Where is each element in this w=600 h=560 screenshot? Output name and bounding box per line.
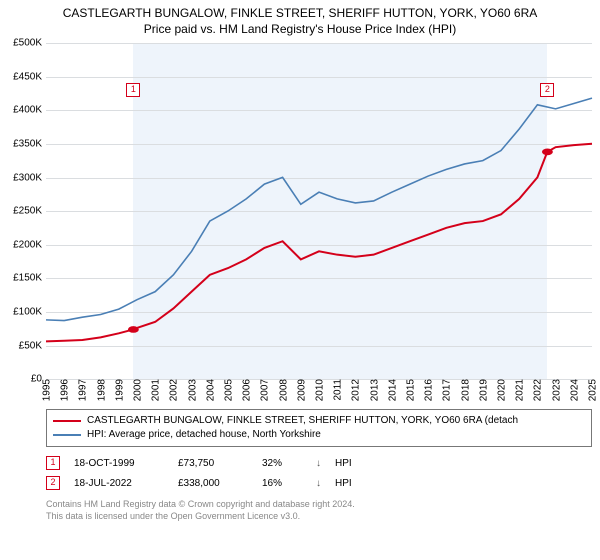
y-axis-tick-label: £100K <box>13 306 46 317</box>
x-axis-tick-label: 1995 <box>40 379 53 401</box>
event-marker-2: 2 <box>46 476 60 490</box>
x-axis-tick-label: 2021 <box>513 379 526 401</box>
events-table: 1 18-OCT-1999 £73,750 32% ↓ HPI 2 18-JUL… <box>46 453 592 493</box>
x-axis-tick-label: 2019 <box>476 379 489 401</box>
event-date-1: 18-OCT-1999 <box>74 458 164 469</box>
event-marker-1: 1 <box>46 456 60 470</box>
event-vs-2: HPI <box>335 478 352 489</box>
y-axis-tick-label: £300K <box>13 172 46 183</box>
x-axis-tick-label: 2018 <box>458 379 471 401</box>
x-axis-tick-label: 2010 <box>313 379 326 401</box>
y-axis-tick-label: £350K <box>13 138 46 149</box>
y-axis-tick-label: £500K <box>13 38 46 49</box>
x-axis-tick-label: 2017 <box>440 379 453 401</box>
event-pct-1: 32% <box>262 458 302 469</box>
legend-row-hpi: HPI: Average price, detached house, Nort… <box>53 428 585 442</box>
arrow-down-icon: ↓ <box>316 478 321 489</box>
event-row-1: 1 18-OCT-1999 £73,750 32% ↓ HPI <box>46 453 592 473</box>
x-axis-tick-label: 2014 <box>385 379 398 401</box>
x-axis-tick-label: 1996 <box>58 379 71 401</box>
legend-swatch-property <box>53 420 81 422</box>
event-vs-1: HPI <box>335 458 352 469</box>
title-line-2: Price paid vs. HM Land Registry's House … <box>8 22 592 38</box>
x-axis-tick-label: 2002 <box>167 379 180 401</box>
chart-plot: £0£50K£100K£150K£200K£250K£300K£350K£400… <box>46 43 592 379</box>
legend-row-property: CASTLEGARTH BUNGALOW, FINKLE STREET, SHE… <box>53 414 585 428</box>
chart-title-block: CASTLEGARTH BUNGALOW, FINKLE STREET, SHE… <box>0 0 600 39</box>
x-axis-tick-label: 1997 <box>76 379 89 401</box>
x-axis-tick-label: 2007 <box>258 379 271 401</box>
title-line-1: CASTLEGARTH BUNGALOW, FINKLE STREET, SHE… <box>8 6 592 22</box>
x-axis-tick-label: 2006 <box>240 379 253 401</box>
event-marker-on-chart: 2 <box>540 83 554 97</box>
x-axis-tick-label: 2005 <box>222 379 235 401</box>
footer-line-2: This data is licensed under the Open Gov… <box>46 511 592 523</box>
event-marker-on-chart: 1 <box>126 83 140 97</box>
event-price-1: £73,750 <box>178 458 248 469</box>
x-axis-tick-label: 2004 <box>203 379 216 401</box>
x-axis-tick-label: 2024 <box>567 379 580 401</box>
footer-attribution: Contains HM Land Registry data © Crown c… <box>46 499 592 522</box>
x-axis-tick-label: 2001 <box>149 379 162 401</box>
x-axis-tick-label: 2020 <box>495 379 508 401</box>
x-axis-tick-label: 2022 <box>531 379 544 401</box>
x-axis-tick-label: 2012 <box>349 379 362 401</box>
legend-label-property: CASTLEGARTH BUNGALOW, FINKLE STREET, SHE… <box>87 414 518 428</box>
y-axis-tick-label: £400K <box>13 105 46 116</box>
x-axis-tick-label: 2000 <box>131 379 144 401</box>
y-axis-tick-label: £200K <box>13 239 46 250</box>
chart-legend: CASTLEGARTH BUNGALOW, FINKLE STREET, SHE… <box>46 409 592 447</box>
y-axis-tick-label: £250K <box>13 206 46 217</box>
x-axis-tick-label: 2003 <box>185 379 198 401</box>
event-price-2: £338,000 <box>178 478 248 489</box>
x-axis-tick-label: 2025 <box>586 379 599 401</box>
legend-label-hpi: HPI: Average price, detached house, Nort… <box>87 428 321 442</box>
x-axis-tick-label: 2015 <box>404 379 417 401</box>
y-axis-tick-label: £50K <box>19 340 46 351</box>
x-axis-tick-label: 1998 <box>94 379 107 401</box>
legend-swatch-hpi <box>53 434 81 436</box>
x-axis-tick-label: 2008 <box>276 379 289 401</box>
event-pct-2: 16% <box>262 478 302 489</box>
arrow-down-icon: ↓ <box>316 458 321 469</box>
y-axis-tick-label: £450K <box>13 71 46 82</box>
x-axis-tick-label: 2023 <box>549 379 562 401</box>
event-row-2: 2 18-JUL-2022 £338,000 16% ↓ HPI <box>46 473 592 493</box>
x-axis-tick-label: 2013 <box>367 379 380 401</box>
y-axis-tick-label: £150K <box>13 273 46 284</box>
chart-area: £0£50K£100K£150K£200K£250K£300K£350K£400… <box>46 43 592 403</box>
x-axis-tick-label: 2016 <box>422 379 435 401</box>
x-axis-tick-label: 2009 <box>294 379 307 401</box>
footer-line-1: Contains HM Land Registry data © Crown c… <box>46 499 592 511</box>
x-axis-tick-label: 1999 <box>112 379 125 401</box>
x-axis-tick-label: 2011 <box>331 379 344 401</box>
event-date-2: 18-JUL-2022 <box>74 478 164 489</box>
